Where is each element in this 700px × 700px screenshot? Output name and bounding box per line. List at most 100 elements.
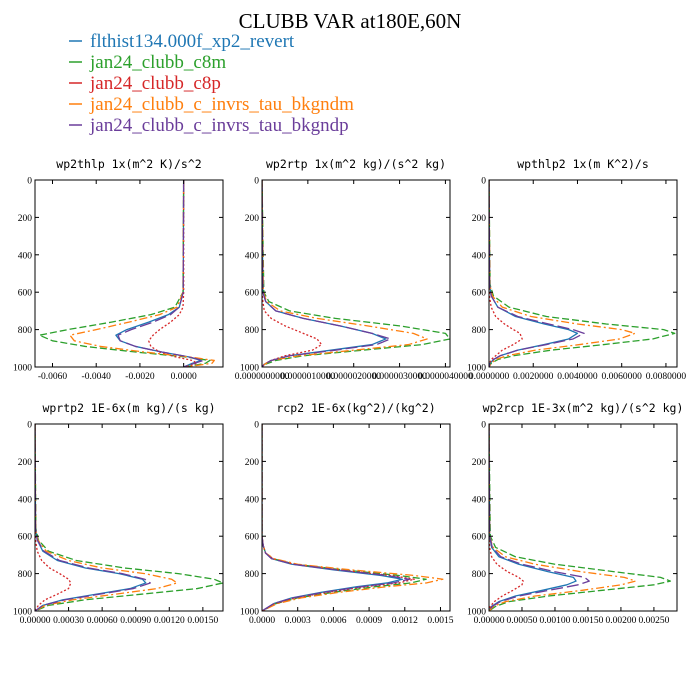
y-tick-label: 800: [472, 326, 487, 336]
x-tick-label: 0.00060: [87, 616, 118, 626]
x-tick-label: 0.0000000000: [235, 372, 290, 382]
y-tick-label: 1000: [240, 364, 259, 374]
series-line: [262, 424, 444, 611]
series-group: [35, 424, 223, 611]
series-group: [262, 180, 450, 367]
y-tick-label: 1000: [467, 364, 486, 374]
series-group: [262, 424, 444, 611]
y-tick-label: 800: [472, 570, 487, 580]
y-tick-label: 800: [18, 326, 33, 336]
chart-panel: rcp2 1E-6x(kg^2)/(kg^2) 0 200 400 600 800 1000…: [240, 401, 454, 626]
x-tick-label: 0.0060000: [602, 372, 643, 382]
y-tick-label: 600: [245, 289, 260, 299]
legend-label: jan24_clubb_c8p: [89, 73, 221, 94]
y-tick-label: 1000: [13, 364, 32, 374]
series-line: [489, 424, 590, 611]
series-group: [489, 180, 676, 367]
panel-title: wp2thlp 1x(m^2 K)/s^2: [56, 157, 201, 171]
series-line: [35, 424, 223, 611]
legend: flthist134.000f_xp2_revertjan24_clubb_c8…: [69, 31, 354, 136]
x-tick-label: 0.0020000: [513, 372, 554, 382]
x-tick-label: -0.0020: [125, 372, 155, 382]
x-tick-label: 0.0080000: [646, 372, 687, 382]
panel-title: wpthlp2 1x(m K^2)/s: [517, 157, 649, 171]
x-tick-label: 0.00030: [53, 616, 84, 626]
series-line: [489, 180, 636, 367]
y-tick-label: 1000: [467, 608, 486, 618]
y-tick-label: 1000: [13, 608, 32, 618]
chart-panel: wp2thlp 1x(m^2 K)/s^2 0 200 400 600 800 1000 -0…: [13, 157, 224, 382]
y-tick-label: 200: [472, 214, 487, 224]
y-tick-label: 0: [481, 177, 486, 187]
panels: wp2thlp 1x(m^2 K)/s^2 0 200 400 600 800 1000 -0…: [13, 157, 686, 626]
series-line: [489, 424, 524, 611]
y-tick-label: 400: [18, 495, 33, 505]
plot-frame: [34, 423, 224, 612]
panel-title: wp2rcp 1E-3x(m^2 kg)/(s^2 kg): [483, 401, 684, 415]
series-line: [489, 180, 523, 367]
series-line: [35, 424, 178, 611]
plot-frame: [488, 423, 678, 612]
y-tick-label: 200: [18, 214, 33, 224]
x-tick-label: 0.0040000: [557, 372, 598, 382]
x-tick-label: 0.0000: [249, 616, 275, 626]
x-tick-label: 0.00050: [507, 616, 538, 626]
y-tick-label: 600: [18, 289, 33, 299]
x-tick-label: 0.00200: [605, 616, 636, 626]
legend-entry: jan24_clubb_c_invrs_tau_bkgndp: [69, 115, 349, 136]
legend-label: jan24_clubb_c8m: [89, 52, 226, 73]
series-line: [262, 180, 450, 367]
x-tick-label: 0.0000010000: [281, 372, 336, 382]
x-tick-label: 0.0003: [285, 616, 311, 626]
legend-entry: jan24_clubb_c_invrs_tau_bkgndm: [69, 94, 354, 115]
y-tick-label: 0: [254, 421, 259, 431]
figure-title: CLUBB VAR at180E,60N: [239, 9, 462, 33]
x-tick-label: -0.0060: [38, 372, 68, 382]
panel-title: wprtp2 1E-6x(m kg)/(s kg): [42, 401, 215, 415]
x-tick-label: 0.0000040000: [418, 372, 473, 382]
legend-label: jan24_clubb_c_invrs_tau_bkgndp: [89, 115, 349, 136]
series-line: [489, 424, 577, 611]
plot-frame: [488, 179, 678, 368]
y-tick-label: 600: [245, 533, 260, 543]
x-tick-label: 0.0006: [320, 616, 346, 626]
plot-frame: [261, 423, 451, 612]
x-tick-label: 0.00000: [20, 616, 51, 626]
y-tick-label: 200: [18, 458, 33, 468]
x-tick-label: 0.0000020000: [326, 372, 381, 382]
x-tick-label: 0.0009: [356, 616, 382, 626]
x-tick-label: 0.00120: [154, 616, 185, 626]
x-tick-label: 0.0000000: [469, 372, 510, 382]
y-tick-label: 600: [472, 533, 487, 543]
series-line: [489, 424, 672, 611]
y-tick-label: 800: [245, 570, 260, 580]
y-tick-label: 800: [18, 570, 33, 580]
x-tick-label: 0.00250: [638, 616, 669, 626]
series-line: [262, 180, 392, 367]
x-tick-label: 0.0000: [171, 372, 197, 382]
y-tick-label: 400: [245, 495, 260, 505]
series-line: [262, 424, 411, 611]
y-tick-label: 200: [245, 458, 260, 468]
legend-entry: jan24_clubb_c8p: [69, 73, 221, 94]
x-tick-label: 0.00100: [540, 616, 571, 626]
x-tick-label: 0.0015: [427, 616, 453, 626]
series-line: [38, 180, 211, 367]
x-tick-label: 0.00150: [573, 616, 604, 626]
chart-panel: wprtp2 1E-6x(m kg)/(s kg) 0 200 400 600 800 10…: [13, 401, 224, 626]
series-line: [35, 424, 151, 611]
y-tick-label: 400: [472, 495, 487, 505]
plot-frame: [261, 179, 451, 368]
chart-panel: wp2rcp 1E-3x(m^2 kg)/(s^2 kg) 0 200 400 600 8…: [467, 401, 683, 626]
series-line: [117, 180, 204, 367]
y-tick-label: 1000: [240, 608, 259, 618]
legend-entry: jan24_clubb_c8m: [69, 52, 226, 73]
y-tick-label: 200: [245, 214, 260, 224]
y-tick-label: 400: [472, 251, 487, 261]
panel-title: rcp2 1E-6x(kg^2)/(kg^2): [276, 401, 435, 415]
series-line: [69, 180, 215, 367]
y-tick-label: 0: [27, 421, 32, 431]
plot-frame: [34, 179, 224, 368]
y-tick-label: 400: [245, 251, 260, 261]
